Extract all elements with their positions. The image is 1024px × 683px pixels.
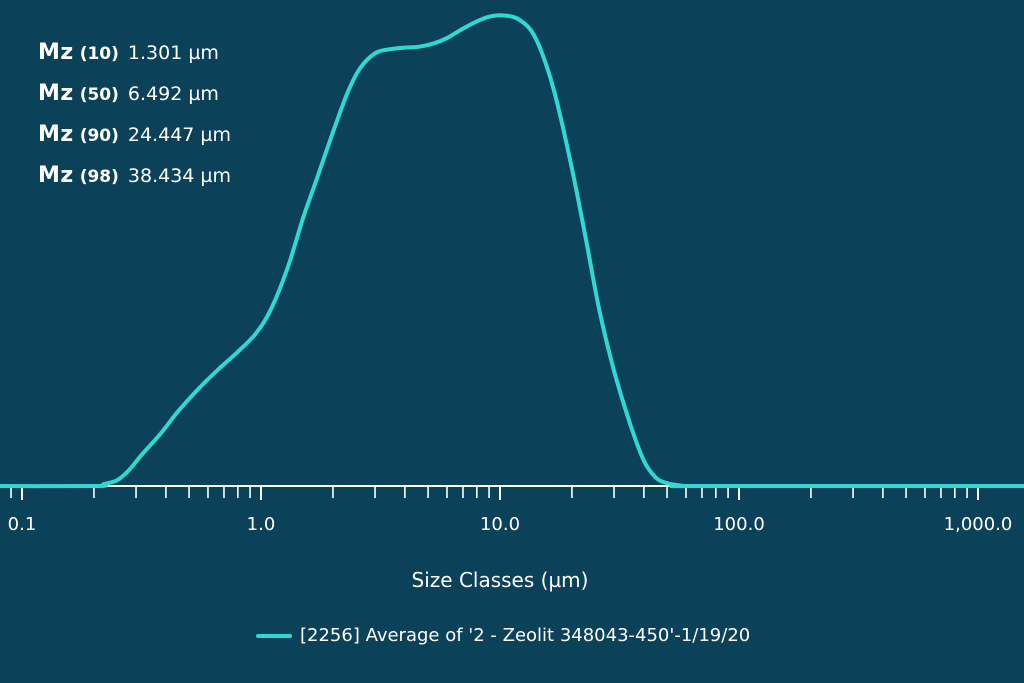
stat-value: 6.492 µm [127, 83, 219, 105]
stat-label: Mz [38, 81, 74, 106]
stat-value: 38.434 µm [127, 165, 232, 187]
stat-mz10: Mz (10) 1.301 µm [38, 40, 231, 81]
stat-label: Mz [38, 163, 74, 188]
stat-mz98: Mz (98) 38.434 µm [38, 163, 231, 204]
stats-panel: Mz (10) 1.301 µm Mz (50) 6.492 µm Mz (90… [38, 40, 231, 204]
stat-label: Mz [38, 122, 74, 147]
x-tick-label: 1,000.0 [944, 514, 1013, 535]
stat-value: 1.301 µm [127, 42, 219, 64]
legend[interactable]: [2256] Average of '2 - Zeolit 348043-450… [256, 625, 758, 646]
series-line [0, 13, 1024, 489]
x-tick-label: 100.0 [713, 514, 765, 535]
stat-percentile: (50) [79, 85, 119, 105]
legend-entry-label: [2256] Average of '2 - Zeolit 348043-450… [300, 625, 751, 646]
stat-percentile: (90) [79, 126, 119, 146]
stat-mz50: Mz (50) 6.492 µm [38, 81, 231, 122]
stat-percentile: (98) [79, 167, 119, 187]
x-axis-label: Size Classes (µm) [411, 568, 589, 592]
stat-mz90: Mz (90) 24.447 µm [38, 122, 231, 163]
stat-value: 24.447 µm [127, 124, 232, 146]
stat-percentile: (10) [79, 44, 119, 64]
stat-label: Mz [38, 40, 74, 65]
x-tick-label: 10.0 [480, 514, 520, 535]
x-tick-label: 0.1 [8, 514, 37, 535]
x-tick-label: 1.0 [247, 514, 276, 535]
legend-swatch [256, 633, 292, 638]
